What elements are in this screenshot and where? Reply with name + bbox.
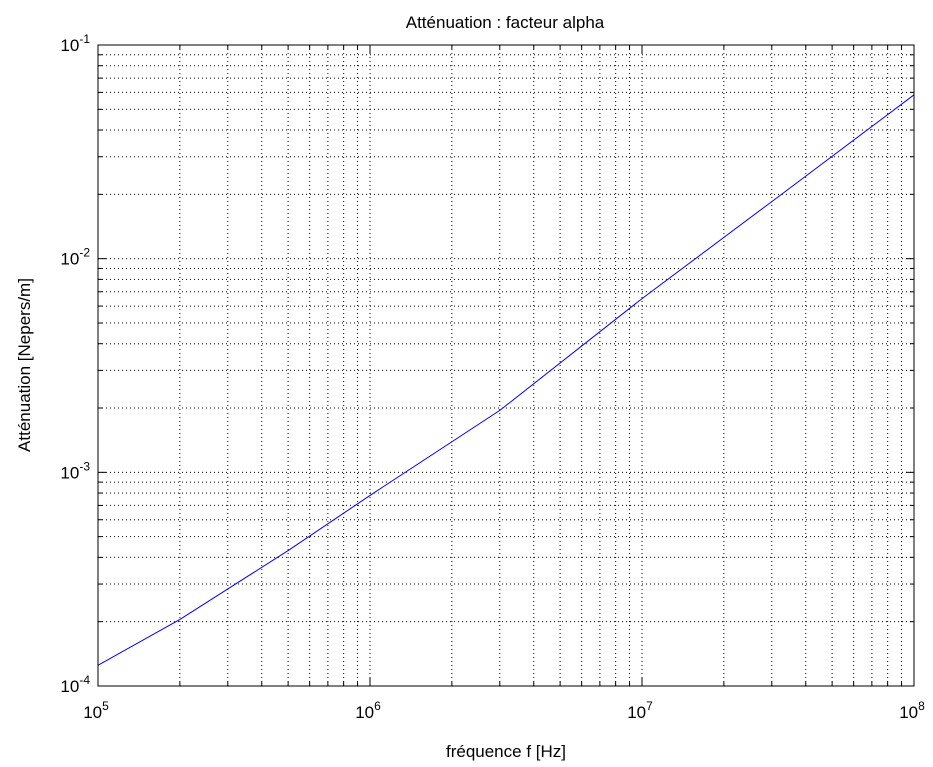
x-axis-label: fréquence f [Hz] (446, 742, 566, 761)
chart-title: Atténuation : facteur alpha (406, 13, 605, 32)
y-axis-label: Atténuation [Nepers/m] (15, 278, 34, 452)
